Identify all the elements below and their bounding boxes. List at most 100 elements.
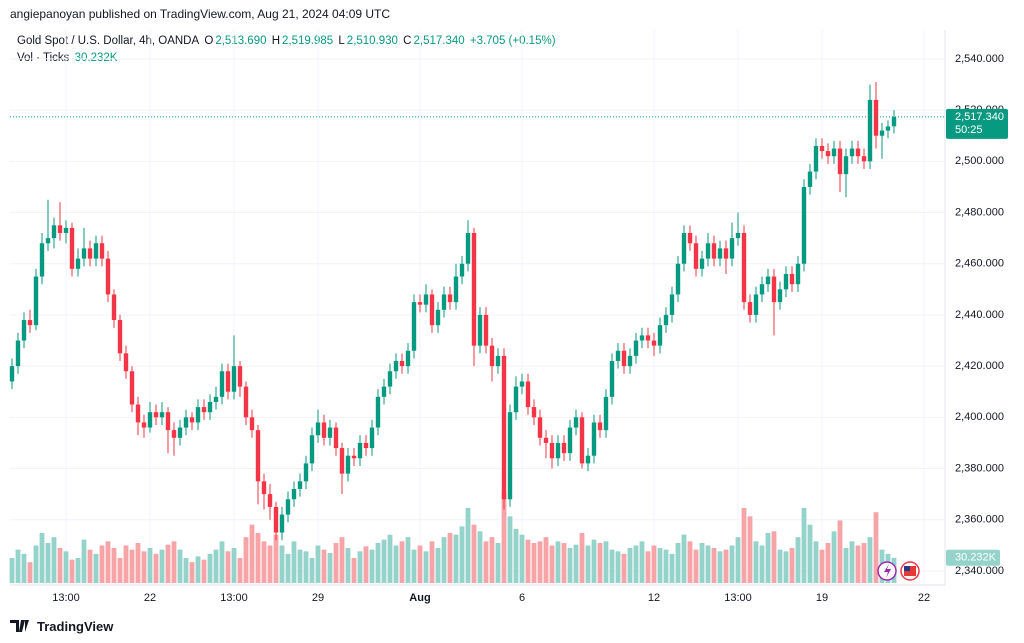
volume-bar — [621, 553, 627, 583]
volume-bar — [687, 541, 693, 583]
volume-bar — [573, 544, 579, 583]
candle-body — [801, 186, 807, 264]
candle-body — [645, 335, 651, 341]
candle-body — [315, 422, 321, 436]
volume-bar — [285, 553, 291, 583]
volume-bar — [453, 534, 459, 583]
volume-bar — [279, 545, 285, 583]
volume-bar — [597, 543, 603, 583]
candle-body — [471, 233, 477, 346]
y-tick-label: 2,480.000 — [955, 206, 1004, 218]
candle-body — [261, 481, 267, 495]
candle-body — [693, 243, 699, 269]
low: 2,510.930 — [346, 35, 398, 47]
volume-bar — [837, 520, 843, 583]
candle-body — [183, 417, 189, 428]
candle-body — [831, 148, 837, 157]
candle-body — [135, 404, 141, 423]
volume-bar — [507, 516, 513, 583]
candle-body — [825, 151, 831, 157]
candle-body — [51, 225, 57, 239]
candle-body — [633, 340, 639, 356]
x-tick-label: 13:00 — [220, 592, 248, 604]
candle-body — [795, 263, 801, 285]
volume-bar — [69, 559, 75, 583]
open: 2,513.690 — [215, 35, 267, 47]
volume-bar — [63, 551, 69, 583]
volume-bar — [681, 534, 687, 583]
volume-bar — [255, 533, 261, 583]
volume-bar — [33, 545, 39, 583]
volume-bar — [51, 537, 57, 583]
candle-body — [219, 371, 225, 397]
candle-body — [435, 309, 441, 326]
volume-bar — [813, 541, 819, 583]
candle-body — [483, 314, 489, 346]
x-tick-label: 13:00 — [724, 592, 752, 604]
volume-bar — [363, 546, 369, 583]
candle-body — [591, 422, 597, 456]
symbol: Gold Spot / U.S. Dollar, 4h, OANDA — [17, 35, 200, 47]
volume-bar — [81, 539, 87, 583]
candle-body — [99, 243, 105, 259]
candle-body — [411, 302, 417, 351]
candle-body — [867, 99, 873, 162]
event-icon-bolt — [884, 564, 891, 578]
volume-bar — [339, 537, 345, 583]
volume-bar — [429, 541, 435, 583]
candle-body — [297, 481, 303, 490]
volume-bar — [393, 545, 399, 583]
candle-body — [807, 171, 813, 187]
candle-body — [519, 381, 525, 387]
price-box — [946, 108, 1008, 139]
candle-body — [327, 427, 333, 438]
volume-box — [946, 549, 1000, 566]
candle-body — [57, 225, 63, 234]
x-tick-label: 22 — [918, 592, 930, 604]
y-tick-label: 2,400.000 — [955, 411, 1004, 423]
candle-body — [687, 233, 693, 244]
candle-body — [291, 489, 297, 500]
volume-bar — [21, 553, 27, 583]
volume-bar — [441, 537, 447, 583]
candle-body — [579, 417, 585, 464]
volume-bar — [321, 549, 327, 583]
candle-body — [309, 435, 315, 464]
candle-body — [267, 494, 273, 507]
volume-bar — [249, 524, 255, 583]
candle-body — [207, 401, 213, 413]
volume-bar — [375, 543, 381, 583]
volume-bar — [57, 548, 63, 583]
volume-bar — [465, 508, 471, 583]
y-tick-label: 2,380.000 — [955, 462, 1004, 474]
candle-body — [639, 335, 645, 341]
candle-body — [27, 320, 33, 326]
candle-body — [663, 314, 669, 326]
volume-bar — [861, 543, 867, 583]
candle-body — [129, 371, 135, 405]
volume-bar — [633, 545, 639, 583]
volume-bar — [213, 549, 219, 583]
candle-body — [549, 442, 555, 459]
candle-body — [9, 366, 15, 382]
candle-body — [423, 294, 429, 305]
volume-bar — [177, 549, 183, 583]
volume-bar — [561, 543, 567, 583]
flag-canton — [904, 566, 910, 571]
x-tick-label: 19 — [816, 592, 828, 604]
volume-label: 30.232K — [955, 552, 997, 564]
volume-bar — [669, 553, 675, 583]
candle-body — [861, 156, 867, 162]
y-tick-label: 2,460.000 — [955, 258, 1004, 270]
candle-body — [525, 381, 531, 408]
volume-bar — [381, 539, 387, 583]
volume-bar — [645, 551, 651, 583]
candle-body — [171, 430, 177, 438]
volume-bar — [849, 541, 855, 583]
high-key: H — [271, 35, 281, 47]
candle-body — [741, 233, 747, 303]
volume-bar — [825, 543, 831, 583]
candle-body — [63, 227, 69, 234]
volume-bar — [75, 558, 81, 583]
